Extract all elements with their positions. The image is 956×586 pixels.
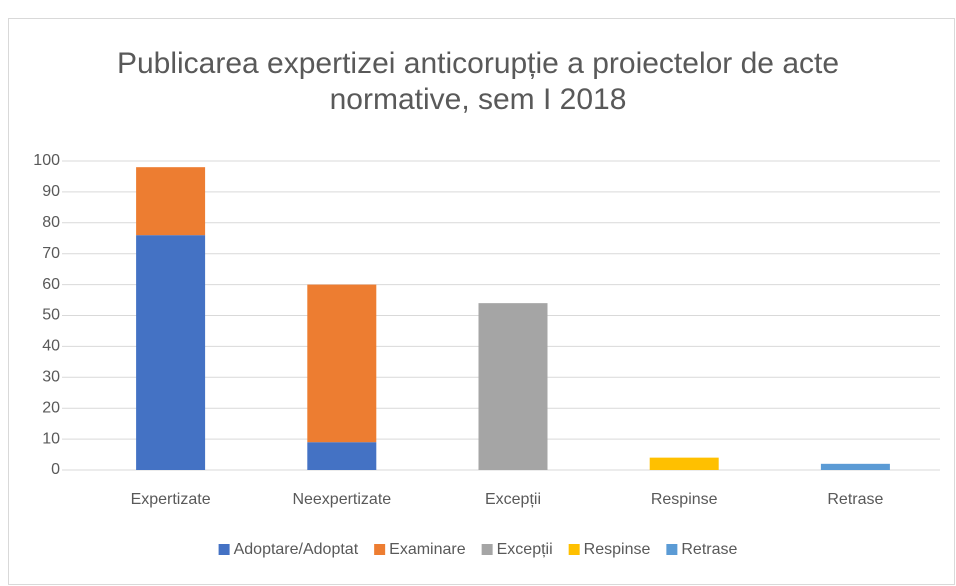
legend-swatch [374,544,386,555]
bar-segment [307,284,377,443]
y-tick-label: 70 [42,245,60,262]
legend-swatch [666,544,678,555]
y-tick-label: 30 [42,369,60,386]
y-tick-label: 90 [42,183,60,200]
y-tick-label: 80 [42,214,60,231]
y-tick-label: 20 [42,399,60,416]
legend-label: Adoptare/Adoptat [234,541,359,558]
x-tick-label: Retrase [827,491,883,508]
bar-segment [136,235,206,470]
bar-segment [136,167,206,236]
legend-swatch [218,544,230,555]
x-tick-label: Respinse [651,491,718,508]
y-tick-label: 50 [42,307,60,324]
legend-swatch [568,544,580,555]
x-tick-label: Neexpertizate [292,491,391,508]
y-tick-label: 40 [42,338,60,355]
legend-label: Retrase [681,541,737,558]
legend-swatch [481,544,493,555]
legend-label: Respinse [584,541,651,558]
bar-segment [478,303,548,470]
y-tick-label: 60 [42,276,60,293]
bar-segment [307,442,377,470]
y-tick-label: 0 [51,461,60,478]
y-tick-label: 10 [42,430,60,447]
x-tick-label: Excepții [485,491,541,508]
y-tick-label: 100 [33,152,60,169]
bar-segment [820,463,890,470]
legend-label: Excepții [497,541,553,558]
legend-label: Examinare [389,541,466,558]
chart-title: Publicarea expertizei anticorupție a pro… [116,47,840,116]
bar-segment [649,457,719,470]
x-tick-label: Expertizate [131,491,211,508]
